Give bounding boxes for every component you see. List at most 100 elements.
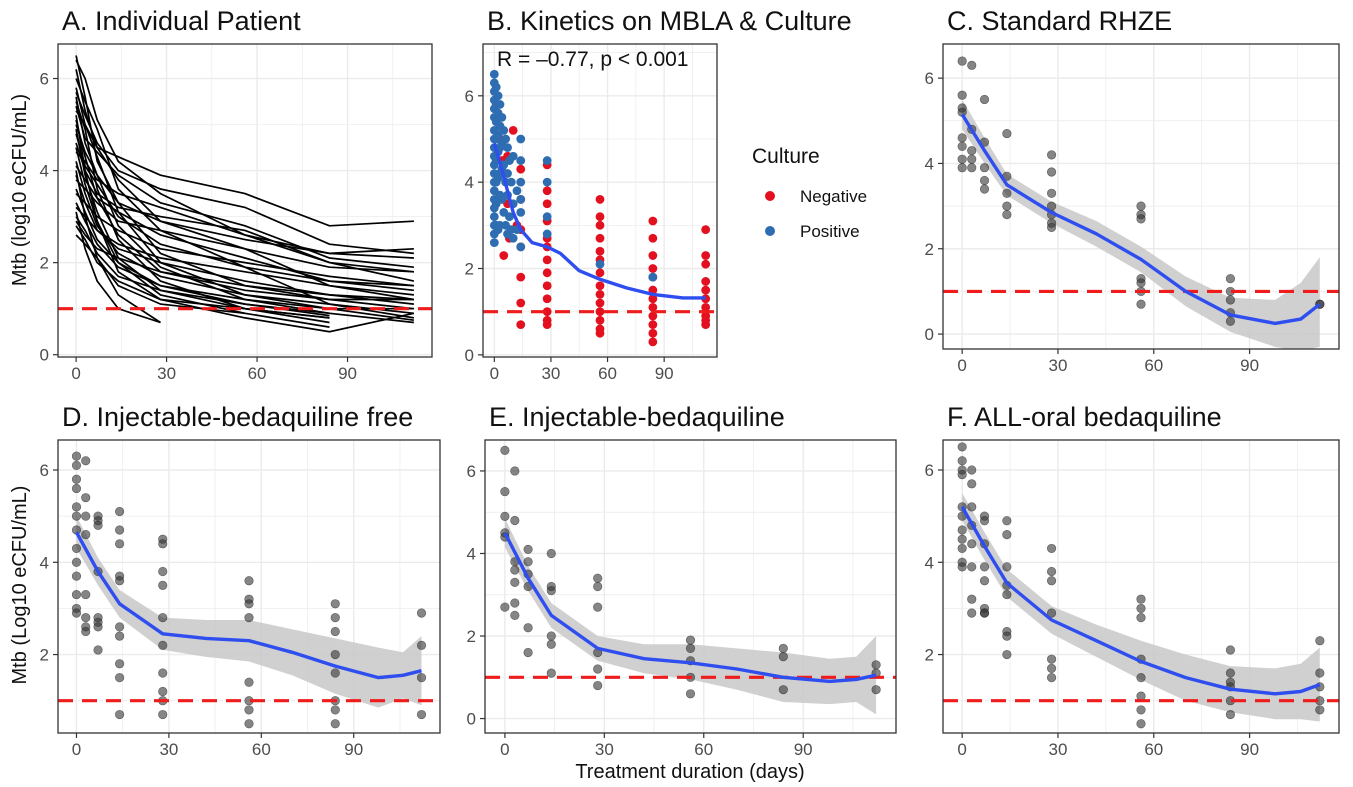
data-point (979, 608, 990, 618)
x-tick-label: 30 (157, 364, 176, 383)
data-point (1225, 645, 1236, 655)
patient-line (75, 91, 414, 255)
data-point (957, 456, 967, 466)
y-tick-label: 6 (467, 462, 476, 481)
plot-area (943, 56, 1339, 349)
data-point (115, 659, 125, 669)
data-point (967, 479, 977, 489)
data-point (330, 626, 340, 637)
data-point-negative (595, 315, 605, 325)
data-point (1002, 516, 1012, 526)
data-point (158, 566, 168, 577)
data-point (81, 589, 91, 600)
data-point-negative (648, 320, 658, 330)
data-point (115, 631, 125, 641)
y-tick-label: 4 (925, 154, 934, 173)
data-point (593, 573, 603, 583)
data-point (1046, 576, 1057, 586)
data-point (81, 511, 91, 521)
data-point (957, 163, 967, 173)
data-point (979, 94, 990, 105)
data-point (871, 685, 881, 695)
data-point (71, 571, 82, 581)
data-point-negative (701, 277, 711, 286)
patient-line (75, 133, 414, 287)
patient-line (75, 193, 414, 287)
x-tick-label: 60 (598, 364, 617, 383)
panel-c: 0 30 60 90 0 2 4 6 C. Standard RHZE (925, 6, 1340, 375)
data-point (1136, 214, 1146, 224)
y-tick-label: 2 (40, 646, 49, 665)
data-point (510, 598, 520, 608)
data-point (967, 60, 977, 70)
data-point (685, 643, 696, 654)
y-tick-label: 4 (40, 162, 49, 181)
x-tick-label: 30 (595, 740, 614, 759)
y-tick-label: 0 (467, 710, 476, 729)
data-point (1136, 299, 1146, 309)
y-tick-label: 6 (925, 461, 934, 480)
panel-title: B. Kinetics on MBLA & Culture (487, 6, 852, 36)
data-point (416, 673, 427, 683)
plot-area (58, 55, 432, 333)
data-point (957, 141, 967, 151)
data-point-negative (595, 281, 605, 291)
panel-e: 0 30 60 90 0 2 4 6 E. Injectable-bedaquiline (467, 402, 897, 759)
patient-line (75, 225, 330, 319)
data-point (115, 506, 125, 517)
data-point-positive (542, 156, 552, 165)
data-point (330, 705, 340, 715)
y-tick-label: 6 (40, 70, 49, 89)
patient-line (75, 211, 161, 324)
y-tick-label: 2 (925, 646, 934, 665)
data-point (1136, 201, 1146, 211)
data-point (979, 163, 990, 173)
data-point (871, 660, 881, 670)
data-point (1136, 691, 1146, 701)
patient-line (75, 165, 414, 292)
data-point-negative (542, 294, 552, 304)
data-point-negative (595, 220, 605, 230)
panel-frame (484, 439, 897, 734)
data-point-negative (516, 298, 526, 308)
y-tick-label: 4 (467, 544, 476, 563)
data-point (523, 623, 533, 633)
data-point-negative (701, 225, 711, 235)
confidence-band (76, 516, 422, 708)
data-point-negative (542, 268, 552, 278)
data-point (1046, 188, 1057, 198)
patient-line (75, 179, 414, 273)
legend-marker-positive (765, 226, 775, 236)
x-tick-label: 60 (694, 740, 713, 759)
x-tick-label: 60 (252, 740, 271, 759)
data-point (244, 705, 254, 715)
data-point (1046, 566, 1057, 577)
patient-line (75, 105, 414, 269)
data-point (416, 608, 427, 618)
data-point (957, 133, 967, 143)
data-point (957, 470, 967, 480)
data-point (1046, 150, 1057, 160)
data-point (510, 577, 520, 587)
panel-a: 0 30 60 90 0 2 4 6 A. Individual Patient (40, 6, 433, 383)
data-point (957, 543, 967, 554)
x-tick-label: 0 (500, 740, 509, 759)
panel-frame (57, 43, 433, 358)
data-point (523, 544, 533, 554)
data-point-positive (648, 272, 658, 282)
data-point-negative (595, 298, 605, 308)
data-point (979, 562, 990, 572)
data-point-negative (499, 251, 509, 260)
data-point (1046, 663, 1057, 674)
y-tick-label: 4 (40, 553, 49, 572)
y-tick-label: 0 (40, 346, 49, 365)
data-point-negative (595, 290, 605, 299)
data-point (81, 626, 91, 637)
data-point-positive (542, 229, 552, 239)
data-point (1315, 636, 1325, 646)
y-tick-label: 0 (925, 325, 934, 344)
data-point (957, 90, 967, 100)
data-point (1136, 278, 1146, 288)
data-point (93, 520, 103, 530)
